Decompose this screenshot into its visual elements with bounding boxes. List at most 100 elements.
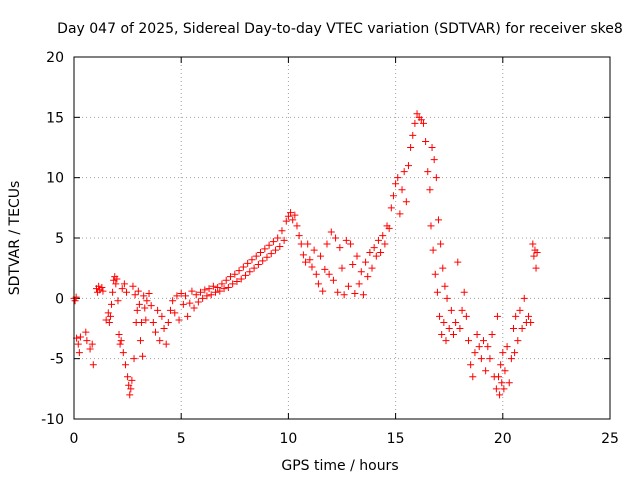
data-point	[442, 337, 450, 345]
data-point	[496, 391, 504, 399]
tick-labels: 0 5 10 15 20 25 -10 -5 0 5 10 15 20	[41, 50, 619, 447]
data-point	[362, 258, 370, 266]
data-point	[227, 273, 235, 281]
data-point	[387, 204, 395, 212]
data-point	[75, 349, 83, 357]
data-point	[357, 268, 365, 276]
data-point	[501, 367, 509, 375]
data-point	[192, 291, 200, 299]
data-point	[88, 340, 96, 348]
data-point	[214, 283, 222, 291]
data-point	[160, 325, 168, 332]
data-point	[492, 385, 500, 393]
data-point	[353, 252, 361, 260]
data-point	[272, 246, 280, 254]
data-point	[304, 240, 312, 248]
data-point	[510, 325, 518, 332]
data-point	[480, 337, 488, 345]
data-point	[76, 333, 84, 341]
data-point	[71, 297, 79, 305]
data-point	[507, 355, 515, 363]
data-point	[413, 110, 421, 118]
data-point	[321, 265, 329, 273]
data-point	[216, 287, 224, 295]
y-tick-label: 15	[46, 110, 64, 126]
data-point	[164, 318, 172, 326]
data-point	[289, 216, 297, 224]
data-point	[257, 248, 265, 256]
data-point	[381, 240, 389, 248]
data-point	[82, 328, 90, 336]
data-point	[419, 119, 427, 127]
data-point	[449, 331, 457, 339]
y-axis-label: SDTVAR / TECUs	[7, 181, 23, 296]
x-tick-label: 25	[601, 431, 619, 447]
data-point	[259, 257, 267, 265]
data-point	[484, 343, 492, 351]
data-point	[106, 312, 114, 320]
y-tick-label: 0	[55, 291, 64, 307]
data-point	[530, 252, 538, 260]
data-point	[431, 270, 439, 278]
data-point	[141, 304, 149, 312]
data-point	[438, 331, 446, 339]
data-point	[89, 361, 97, 369]
data-point	[334, 288, 342, 296]
data-point	[398, 186, 406, 194]
data-point	[462, 312, 470, 320]
data-point	[424, 168, 432, 176]
y-tick-label: 5	[55, 231, 64, 247]
data-point	[447, 306, 455, 314]
data-point	[291, 211, 299, 219]
data-point	[267, 250, 275, 258]
data-point	[235, 267, 243, 275]
data-point	[429, 246, 437, 254]
x-tick-label: 20	[494, 431, 512, 447]
data-point	[359, 291, 367, 299]
plot-frame	[73, 56, 611, 420]
data-point	[368, 264, 376, 272]
data-point	[129, 282, 137, 290]
data-point	[265, 241, 273, 249]
data-point	[99, 287, 107, 295]
data-point	[177, 290, 185, 298]
data-point	[338, 264, 346, 272]
data-point	[242, 271, 250, 279]
data-point	[293, 222, 301, 230]
data-point	[389, 192, 397, 200]
data-point	[95, 282, 103, 290]
data-point	[497, 361, 505, 369]
data-point	[439, 264, 447, 272]
data-point	[125, 381, 133, 389]
data-point	[118, 285, 126, 293]
data-point	[310, 246, 318, 254]
data-point	[229, 280, 237, 288]
data-point	[149, 318, 157, 326]
data-point	[482, 367, 490, 375]
data-point	[347, 240, 355, 248]
data-point	[458, 306, 466, 314]
data-point	[151, 328, 159, 336]
data-point	[411, 119, 419, 127]
x-tick-label: 0	[70, 431, 79, 447]
data-point	[500, 385, 508, 393]
data-point	[105, 318, 113, 326]
data-point	[486, 355, 494, 363]
data-point	[119, 349, 127, 357]
data-point	[218, 280, 226, 288]
data-point	[117, 337, 125, 345]
data-point	[340, 291, 348, 299]
data-point	[342, 236, 350, 244]
data-point	[404, 162, 412, 170]
data-point	[246, 268, 254, 276]
data-point	[385, 224, 393, 232]
data-point	[503, 343, 511, 351]
data-point	[392, 180, 400, 188]
data-point	[263, 253, 271, 261]
data-point	[323, 240, 331, 248]
data-point	[498, 379, 506, 387]
data-point	[126, 391, 134, 399]
data-point	[355, 280, 363, 288]
data-point	[143, 297, 151, 305]
y-tick-label: 20	[46, 50, 64, 66]
